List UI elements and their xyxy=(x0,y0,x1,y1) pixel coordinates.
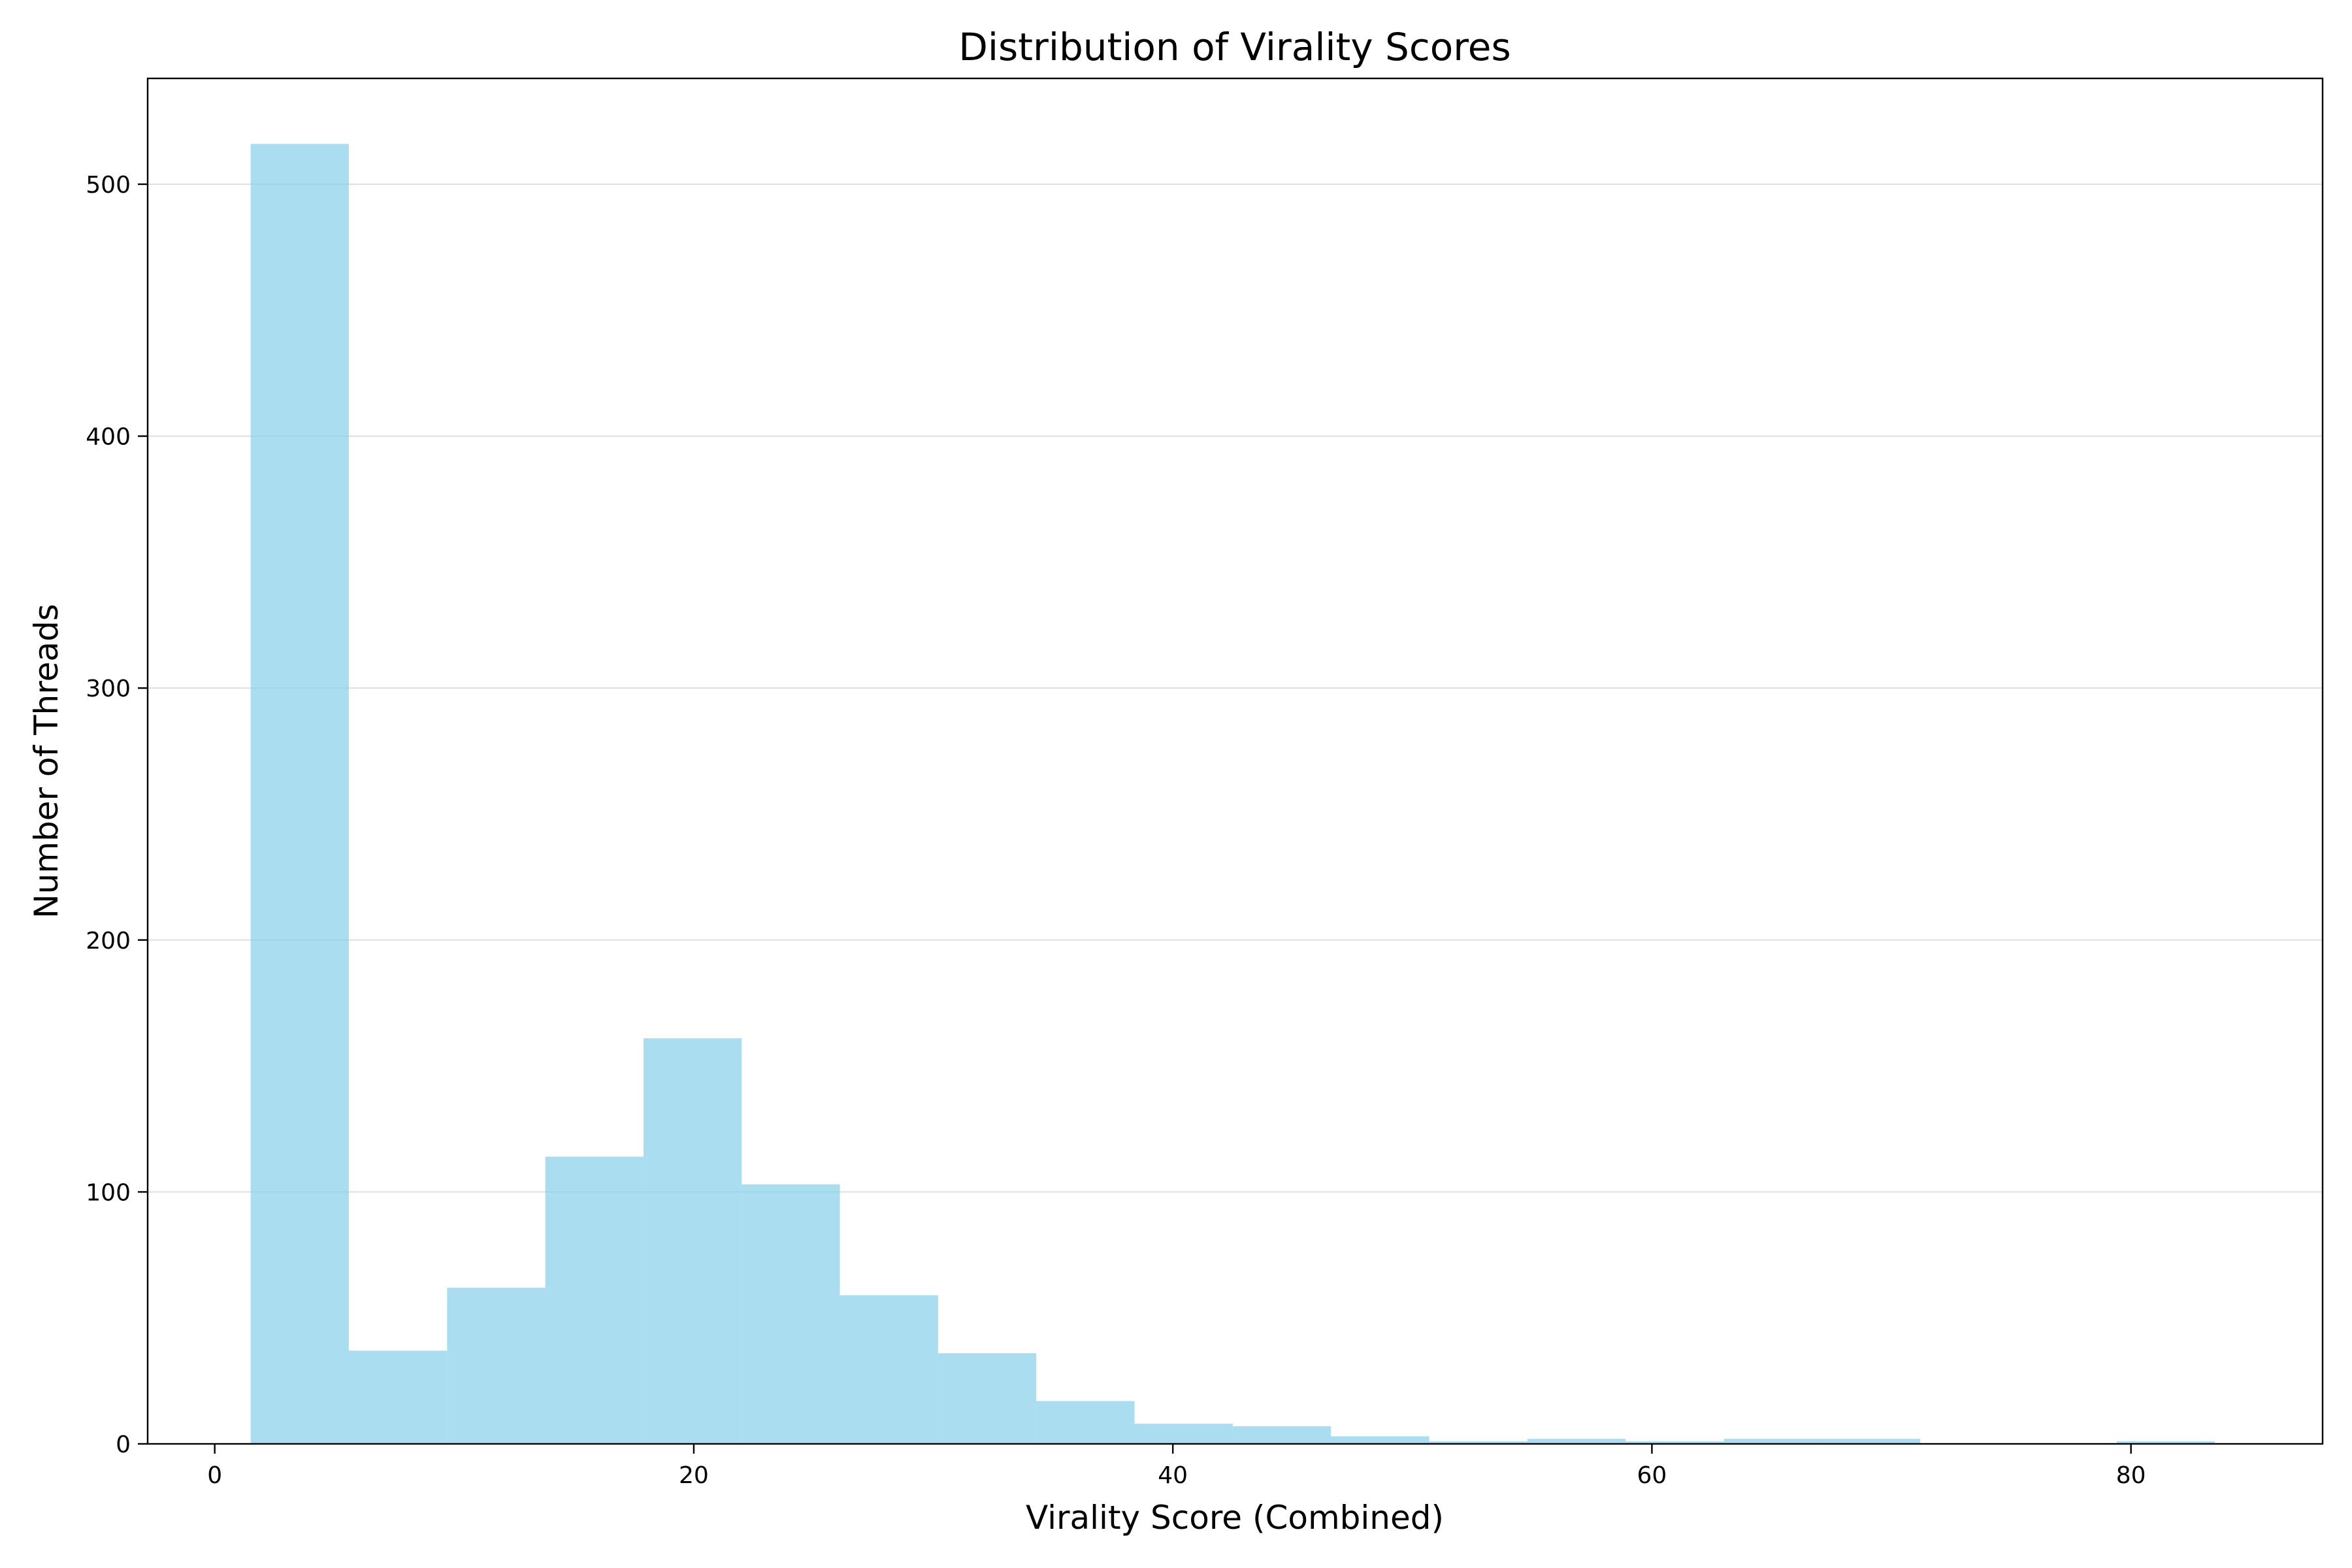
x-tick-label: 60 xyxy=(1637,1462,1667,1489)
histogram-bar-17 xyxy=(1821,1439,1921,1444)
histogram-bar-13 xyxy=(1429,1441,1527,1444)
x-tick-label: 0 xyxy=(207,1462,222,1489)
histogram-bar-4 xyxy=(545,1156,644,1444)
histogram-bar-9 xyxy=(1036,1401,1135,1444)
y-tick-label: 300 xyxy=(86,676,131,702)
x-axis-label: Virality Score (Combined) xyxy=(1026,1499,1444,1537)
histogram-bar-14 xyxy=(1527,1439,1626,1444)
x-tick-label: 80 xyxy=(2116,1462,2146,1489)
y-tick-label: 400 xyxy=(86,424,131,451)
plot-frame xyxy=(146,77,2324,1445)
y-tick-label: 100 xyxy=(86,1179,131,1206)
histogram-bar-5 xyxy=(643,1038,742,1444)
y-axis-label: Number of Threads xyxy=(27,604,65,919)
x-tick-label: 40 xyxy=(1158,1462,1188,1489)
histogram-bar-1 xyxy=(250,144,349,1444)
y-axis-ticks: 0 100 200 300 400 500 xyxy=(86,172,148,1458)
histogram-bar-2 xyxy=(348,1350,448,1444)
histogram-bar-10 xyxy=(1134,1424,1233,1444)
histogram-bar-11 xyxy=(1232,1426,1331,1444)
histogram-bar-20 xyxy=(2116,1441,2215,1444)
histogram-bar-8 xyxy=(938,1353,1037,1444)
histogram-bar-3 xyxy=(447,1287,546,1444)
histogram-bars xyxy=(250,144,2215,1444)
histogram-bar-7 xyxy=(840,1295,938,1444)
chart-title: Distribution of Virality Scores xyxy=(958,25,1511,69)
y-tick-label: 500 xyxy=(86,172,131,199)
histogram-bar-15 xyxy=(1625,1441,1724,1444)
histogram-bar-12 xyxy=(1331,1436,1429,1444)
histogram-bar-6 xyxy=(742,1184,840,1444)
x-tick-label: 20 xyxy=(679,1462,709,1489)
x-axis-ticks: 0 20 40 60 80 xyxy=(207,1444,2146,1489)
y-tick-label: 200 xyxy=(86,928,131,955)
grid-lines xyxy=(148,183,2323,1193)
histogram-bar-16 xyxy=(1723,1439,1822,1444)
y-tick-label: 0 xyxy=(116,1431,131,1458)
